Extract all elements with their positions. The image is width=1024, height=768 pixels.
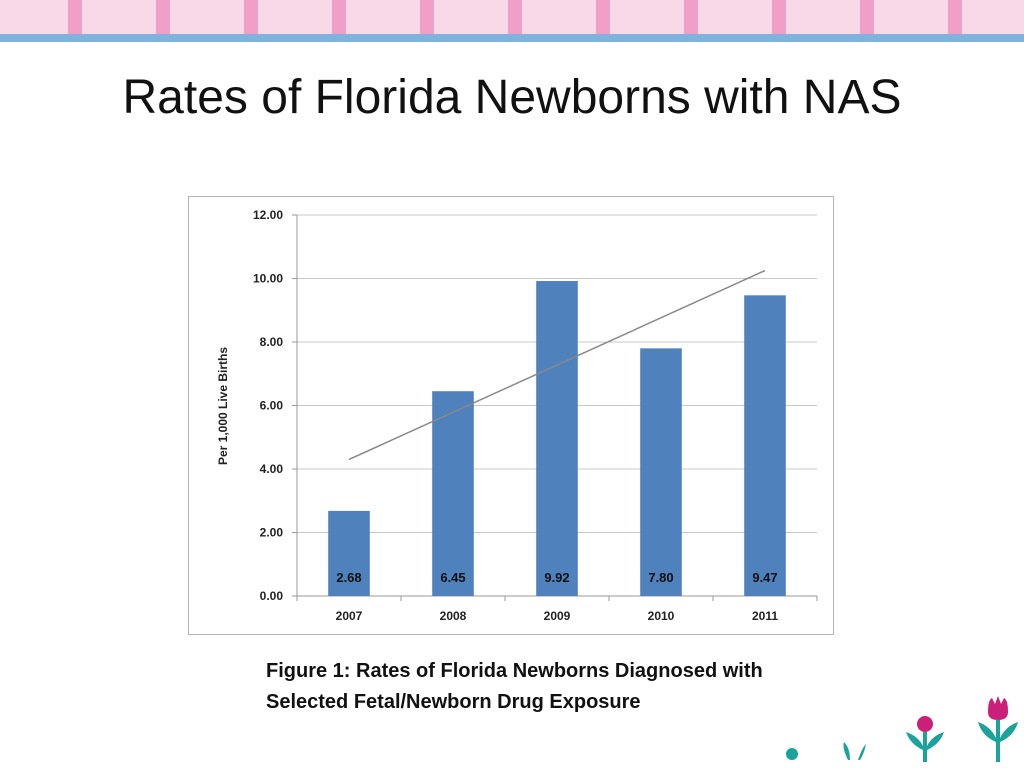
y-tick-label: 2.00 bbox=[260, 526, 284, 540]
band-stripe bbox=[948, 0, 962, 34]
data-label: 9.92 bbox=[544, 570, 569, 585]
y-tick-label: 8.00 bbox=[260, 335, 284, 349]
band-stripe bbox=[420, 0, 434, 34]
bar-2011 bbox=[744, 295, 786, 596]
y-axis-title: Per 1,000 Live Births bbox=[216, 347, 230, 465]
decorative-top-band bbox=[0, 0, 1024, 34]
data-label: 7.80 bbox=[648, 570, 673, 585]
x-tick-label: 2007 bbox=[336, 609, 363, 623]
x-tick-label: 2010 bbox=[648, 609, 675, 623]
bar-2008 bbox=[432, 391, 474, 596]
y-tick-label: 4.00 bbox=[260, 462, 284, 476]
band-stripe bbox=[772, 0, 786, 34]
figure-caption: Figure 1: Rates of Florida Newborns Diag… bbox=[266, 660, 763, 713]
data-label: 9.47 bbox=[752, 570, 777, 585]
slide-title: Rates of Florida Newborns with NAS bbox=[122, 71, 902, 124]
trendline bbox=[348, 269, 766, 461]
bar-2009 bbox=[536, 281, 578, 596]
y-tick-label: 12.00 bbox=[253, 208, 283, 222]
x-tick-label: 2008 bbox=[440, 609, 467, 623]
band-stripe bbox=[156, 0, 170, 34]
data-label: 2.68 bbox=[336, 570, 361, 585]
band-stripe bbox=[860, 0, 874, 34]
x-tick-label: 2011 bbox=[752, 609, 778, 623]
bar-2007 bbox=[328, 510, 370, 596]
decorative-flowers bbox=[786, 696, 1018, 762]
y-tick-label: 0.00 bbox=[260, 589, 284, 603]
bar-chart: 2.68 6.45 9.92 7.80 9.47 0.00 2.00 4.00 6.00 8.0… bbox=[216, 208, 818, 623]
teal-dot-icon bbox=[786, 748, 798, 760]
data-label: 6.45 bbox=[440, 570, 465, 585]
blue-divider-rule bbox=[0, 34, 1024, 42]
band-stripe bbox=[508, 0, 522, 34]
sprout-icon bbox=[843, 742, 866, 760]
band-stripe bbox=[684, 0, 698, 34]
band-stripe bbox=[244, 0, 258, 34]
band-stripe bbox=[68, 0, 82, 34]
tulip-icon bbox=[978, 696, 1018, 762]
band-stripe bbox=[332, 0, 346, 34]
y-tick-label: 6.00 bbox=[260, 399, 284, 413]
bar-2010 bbox=[640, 348, 682, 596]
chart-frame: 2.68 6.45 9.92 7.80 9.47 0.00 2.00 4.00 6.00 8.0… bbox=[188, 196, 834, 635]
x-tick-label: 2009 bbox=[544, 609, 571, 623]
band-stripe bbox=[596, 0, 610, 34]
y-tick-label: 10.00 bbox=[253, 272, 283, 286]
flower-icon bbox=[906, 716, 944, 762]
